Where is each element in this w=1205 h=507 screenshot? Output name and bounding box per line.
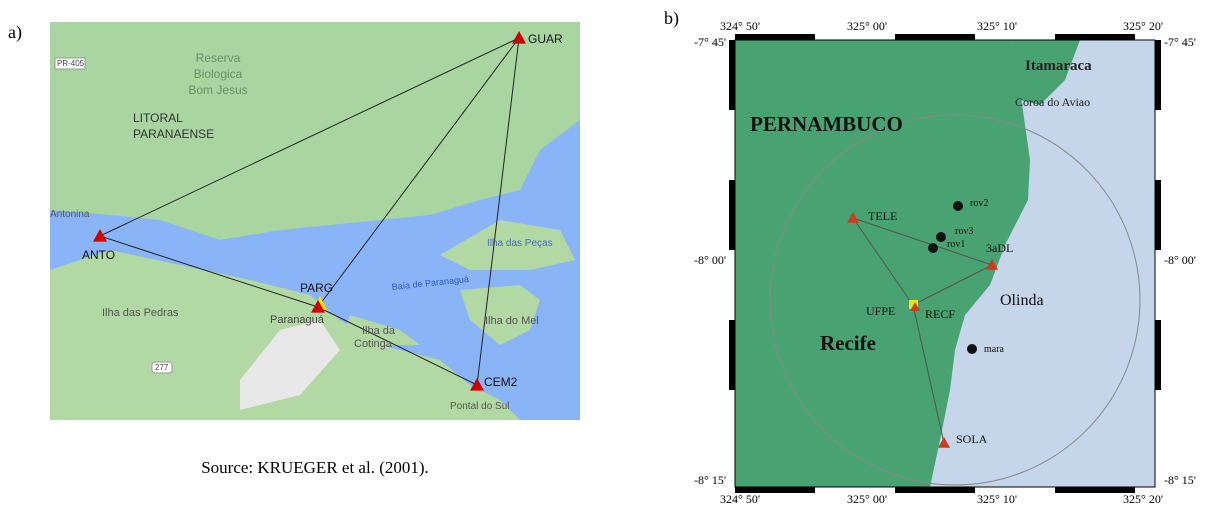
point-label: rov1 <box>947 239 965 250</box>
lat-tick-label: -8° 15' <box>1164 473 1196 487</box>
station-label: RECF <box>925 307 955 321</box>
place-label: Itamaraca <box>1025 58 1092 74</box>
place-label: Ilha das Pedras <box>102 307 179 319</box>
place-label: Ilha das Peças <box>487 238 553 249</box>
station-label: 3aDL <box>986 241 1013 255</box>
lat-tick-label: -8° 15' <box>694 473 726 487</box>
station-label: SOLA <box>956 432 988 446</box>
lon-tick-label: 324° 50' <box>720 492 760 506</box>
place-label: Recife <box>820 331 876 355</box>
lon-tick-label: 325° 00' <box>847 492 887 506</box>
lon-tick-label: 325° 20' <box>1123 19 1163 33</box>
panel-label: b) <box>664 8 679 29</box>
station-label: ANTO <box>82 248 115 262</box>
point-marker <box>967 344 977 354</box>
lon-tick-label: 325° 00' <box>847 19 887 33</box>
place-label: Olinda <box>1000 292 1044 309</box>
lat-tick-label: -7° 45' <box>694 35 726 49</box>
place-label: Pontal do Sul <box>450 401 510 412</box>
figure: a) Reserva Biologica Bom Jesus PR-405 LITORAL… <box>0 0 1205 507</box>
panel-label: a) <box>8 22 22 43</box>
station-label: TELE <box>868 209 897 223</box>
caption: Source: KRUEGER et al. (2001). <box>201 458 429 477</box>
point-label: rov3 <box>955 226 973 237</box>
lat-tick-label: -8° 00' <box>694 253 726 267</box>
lon-tick-label: 325° 10' <box>977 19 1017 33</box>
place-label: Cotinga <box>354 338 393 350</box>
place-label: PARANAENSE <box>133 127 214 141</box>
place-label: Ilha do Mel <box>485 315 539 327</box>
place-label: Ilha da <box>362 325 396 337</box>
lon-tick-label: 324° 50' <box>720 19 760 33</box>
station-label: CEM2 <box>484 375 518 389</box>
point-label: rov2 <box>970 198 988 209</box>
place-label: 277 <box>155 363 169 372</box>
map-a <box>50 22 580 420</box>
place-label: PERNAMBUCO <box>750 112 903 136</box>
point-marker <box>936 232 946 242</box>
place-label: Biologica <box>194 67 243 81</box>
lat-tick-label: -7° 45' <box>1164 35 1196 49</box>
place-label: Coroa do Aviao <box>1015 95 1090 109</box>
point-marker <box>928 243 938 253</box>
place-label: Bom Jesus <box>188 83 247 97</box>
place-label: LITORAL <box>133 111 183 125</box>
point-marker <box>953 201 963 211</box>
map-b <box>729 34 1161 493</box>
lon-tick-label: 325° 10' <box>977 492 1017 506</box>
place-label: Paranaguá <box>270 314 325 326</box>
place-label: Reserva <box>196 51 241 65</box>
lon-tick-label: 325° 20' <box>1123 492 1163 506</box>
point-label: mara <box>984 344 1005 355</box>
station-label: UFPE <box>866 304 895 318</box>
place-label: Antonina <box>50 209 90 220</box>
place-label: PR-405 <box>57 59 85 68</box>
station-label: PARG <box>300 281 333 295</box>
station-label: GUAR <box>528 32 563 46</box>
lat-tick-label: -8° 00' <box>1164 253 1196 267</box>
